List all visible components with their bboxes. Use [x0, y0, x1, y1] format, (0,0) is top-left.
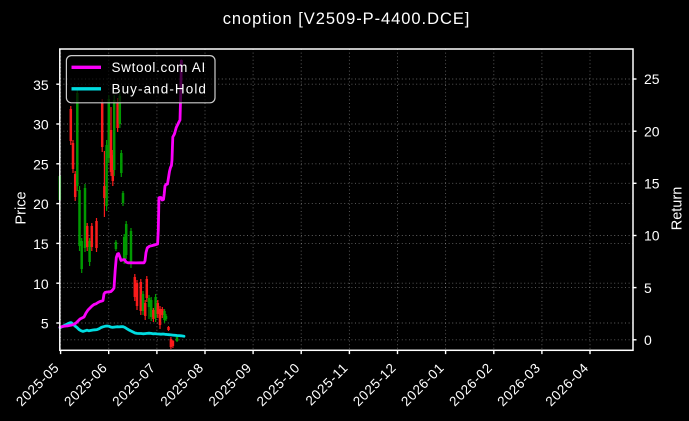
svg-text:30: 30: [33, 117, 49, 133]
svg-text:35: 35: [33, 77, 49, 93]
svg-text:0: 0: [644, 332, 652, 348]
svg-text:5: 5: [644, 280, 652, 296]
svg-text:Return: Return: [670, 187, 686, 231]
svg-text:25: 25: [644, 71, 660, 87]
svg-text:Buy-and-Hold: Buy-and-Hold: [112, 82, 208, 97]
svg-text:cnoption [V2509-P-4400.DCE]: cnoption [V2509-P-4400.DCE]: [223, 10, 471, 28]
svg-text:15: 15: [644, 176, 660, 192]
svg-text:10: 10: [644, 228, 660, 244]
svg-text:Price: Price: [14, 191, 30, 224]
svg-text:20: 20: [33, 196, 49, 212]
svg-text:20: 20: [644, 123, 660, 139]
svg-text:5: 5: [41, 316, 49, 332]
svg-text:10: 10: [33, 276, 49, 292]
svg-text:25: 25: [33, 156, 49, 172]
svg-text:Swtool.com AI: Swtool.com AI: [112, 60, 206, 75]
svg-text:15: 15: [33, 236, 49, 252]
